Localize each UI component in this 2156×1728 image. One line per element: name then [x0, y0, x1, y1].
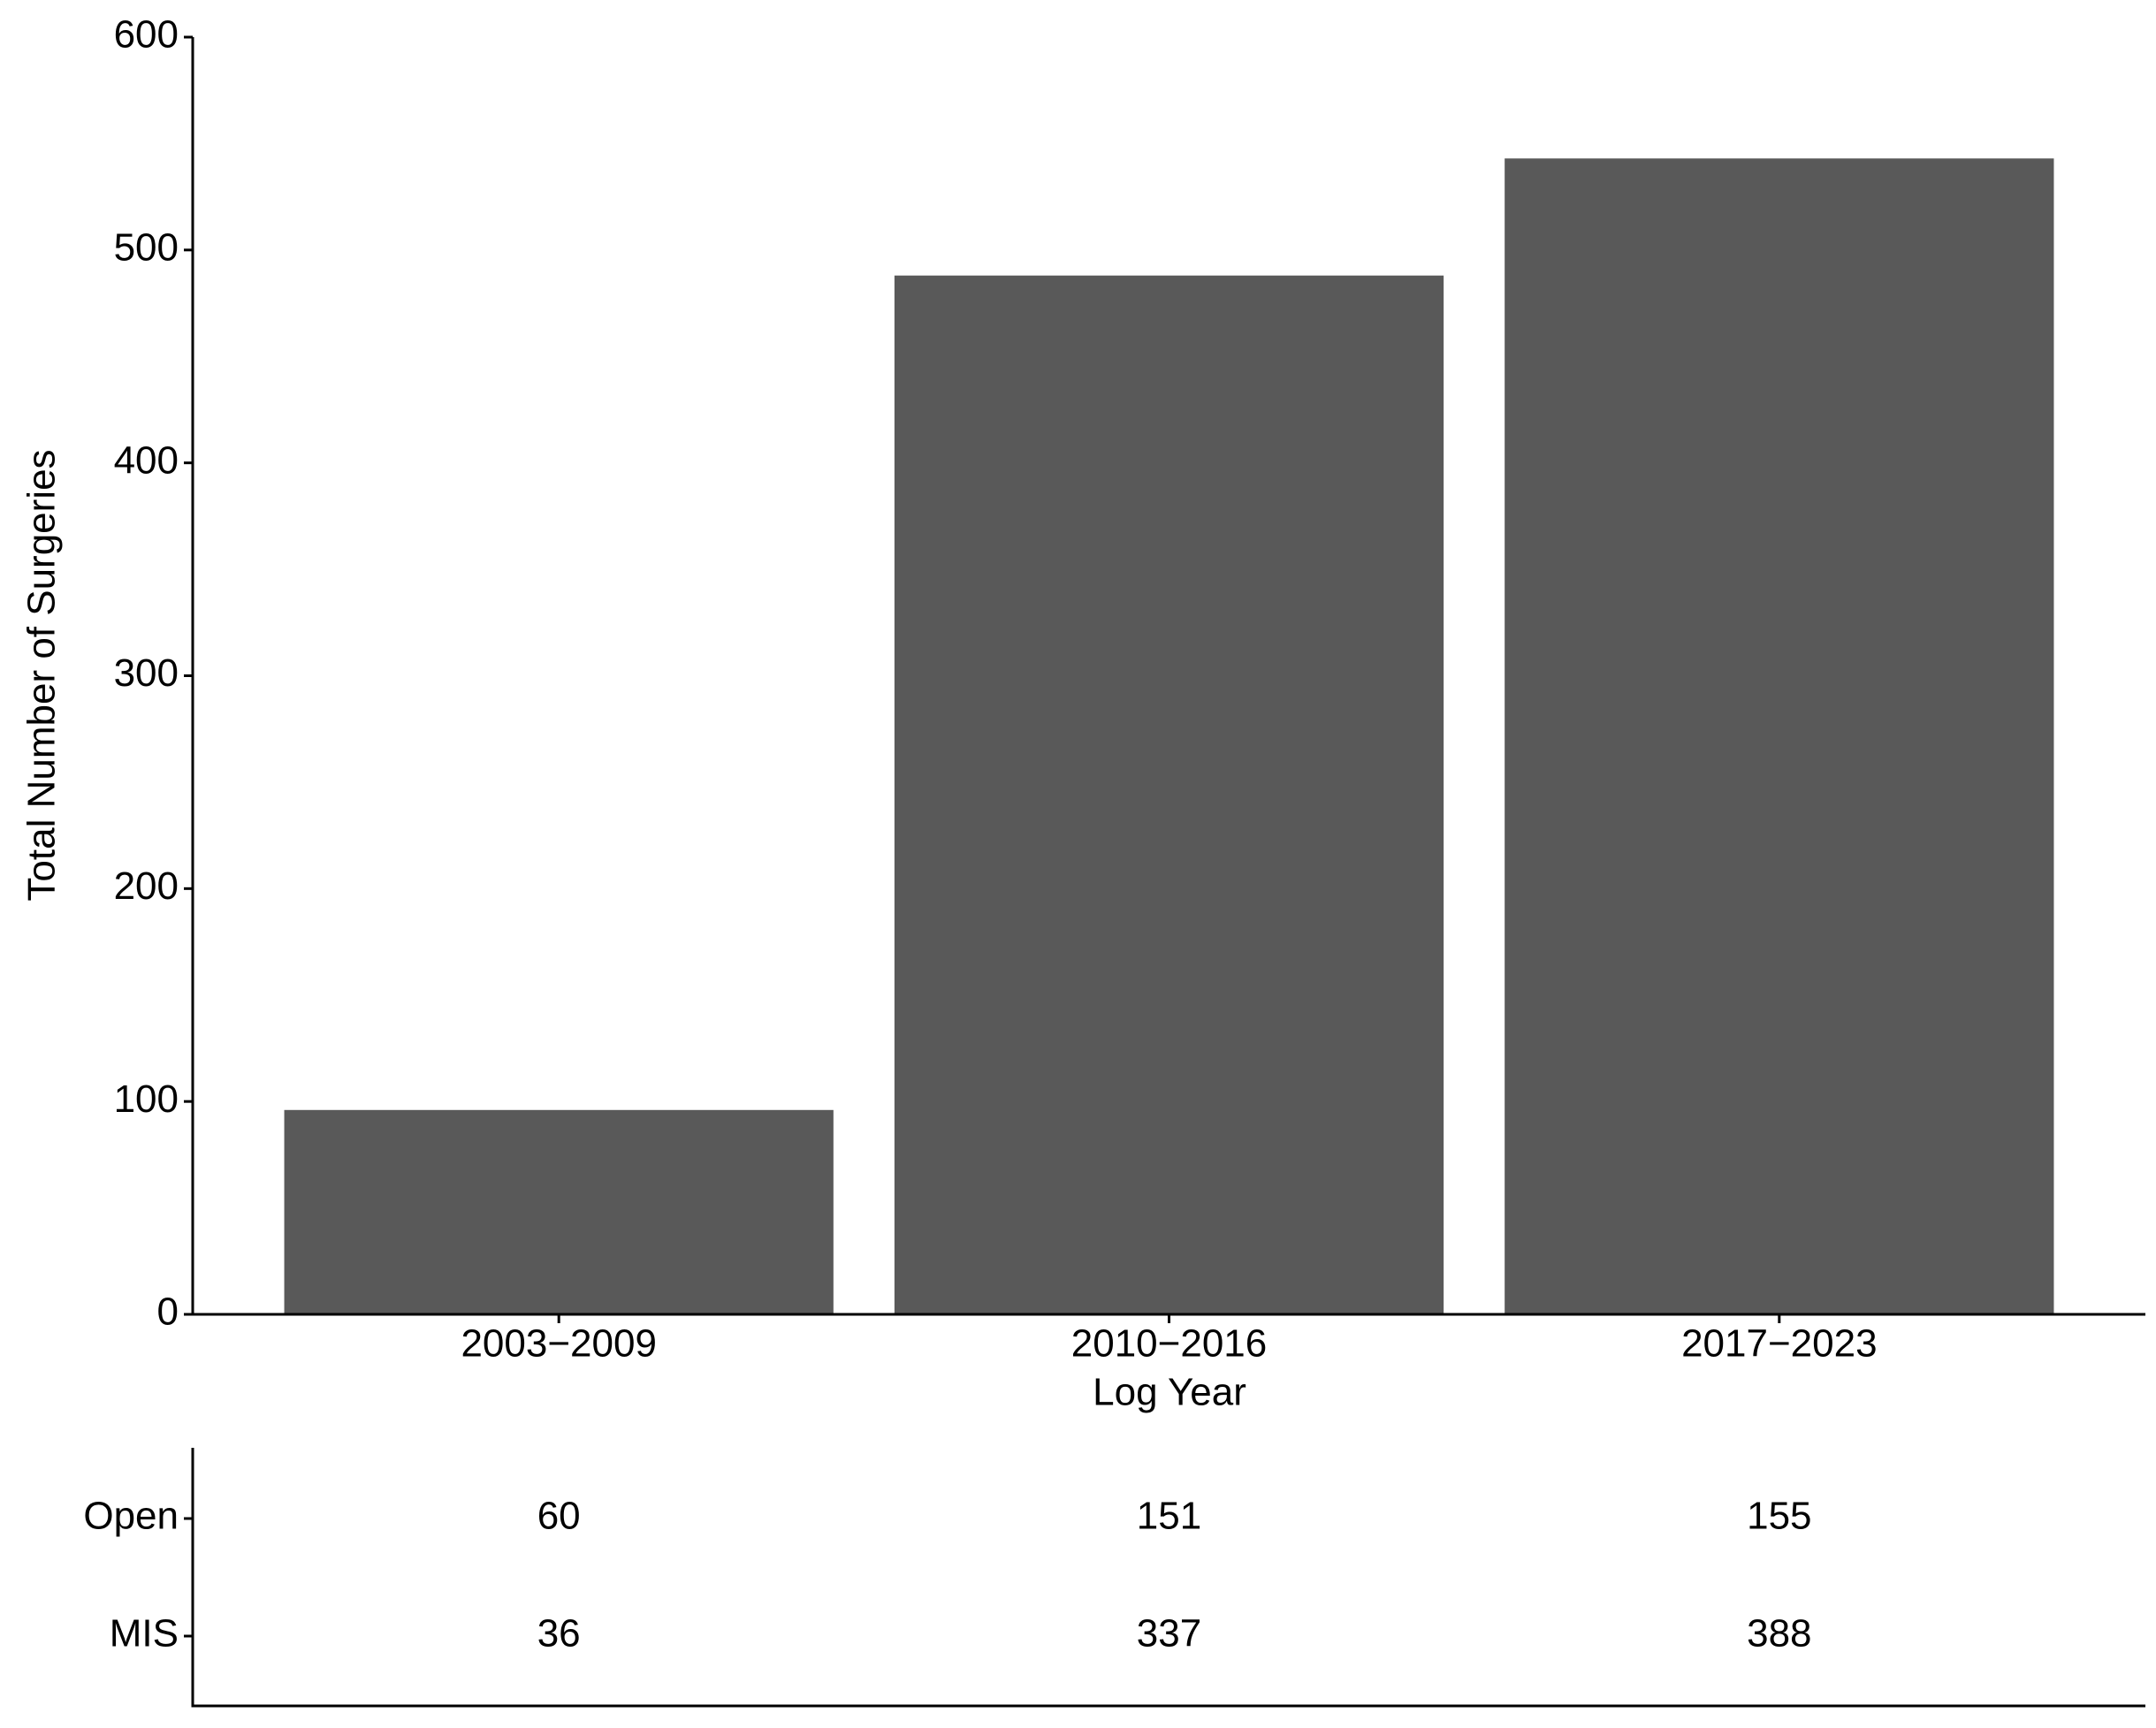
y-tick-label: 100 [114, 1077, 179, 1121]
table-cell: 60 [537, 1495, 581, 1538]
table-cell: 388 [1747, 1612, 1811, 1656]
y-tick-label: 0 [157, 1290, 179, 1334]
y-axis-title: Total Number of Surgeries [20, 449, 64, 901]
table-cell: 36 [537, 1612, 581, 1656]
x-axis-title: Log Year [1093, 1371, 1246, 1414]
table-cell: 151 [1137, 1495, 1201, 1538]
table-cell: 337 [1137, 1612, 1201, 1656]
y-tick-label: 600 [114, 13, 179, 57]
table-row-label: Open [83, 1495, 179, 1538]
x-tick-label: 2017−2023 [1681, 1322, 1877, 1366]
y-tick-label: 500 [114, 225, 179, 269]
bar [284, 1109, 834, 1314]
table-row-label: MIS [110, 1612, 179, 1656]
table-cell: 155 [1747, 1495, 1811, 1538]
y-tick-label: 200 [114, 864, 179, 908]
bar [1505, 158, 2054, 1314]
y-tick-label: 400 [114, 438, 179, 482]
y-tick-label: 300 [114, 651, 179, 695]
x-tick-label: 2003−2009 [461, 1322, 656, 1366]
x-tick-label: 2010−2016 [1071, 1322, 1267, 1366]
bar [894, 275, 1444, 1314]
